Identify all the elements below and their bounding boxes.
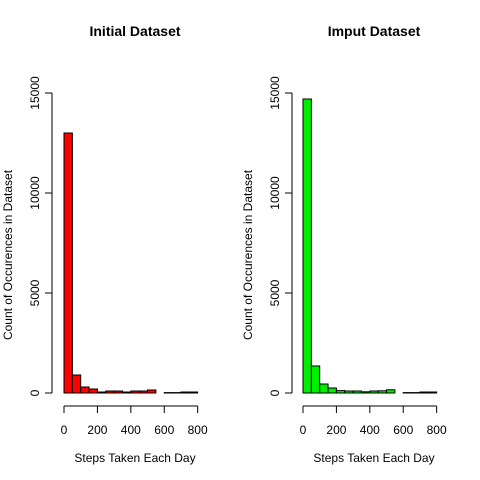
- y-axis-label: Count of Occurences in Dataset: [1, 169, 15, 340]
- histogram-imput-dataset: Imput Dataset Steps Taken Each Day Count…: [241, 23, 447, 465]
- x-axis: 0 200 400 600 800: [300, 405, 447, 437]
- histogram-bar: [96, 391, 107, 394]
- histogram-bar: [386, 389, 396, 394]
- y-tick-label: 5000: [268, 279, 282, 306]
- histogram-bar: [427, 391, 438, 394]
- histogram-bar: [327, 387, 337, 394]
- y-tick-label: 10000: [268, 176, 282, 210]
- x-tick-label: 600: [154, 423, 174, 437]
- y-tick-label: 5000: [28, 279, 42, 306]
- histogram-bar: [344, 390, 354, 394]
- bars: [302, 98, 438, 394]
- histogram-bar: [147, 389, 157, 394]
- histogram-bar: [369, 390, 379, 394]
- x-axis-label: Steps Taken Each Day: [74, 451, 195, 465]
- histogram-bar: [188, 391, 199, 394]
- x-tick-label: 0: [61, 423, 68, 437]
- histogram-bar: [121, 391, 132, 394]
- histogram-bar: [130, 390, 140, 394]
- histogram-bar: [180, 391, 190, 394]
- y-tick-label: 0: [28, 389, 42, 396]
- x-tick-label: 600: [393, 423, 413, 437]
- x-axis: 0 200 400 600 800: [61, 405, 208, 437]
- y-tick-label: 15000: [28, 76, 42, 110]
- histogram-bar: [88, 388, 98, 394]
- histogram-bar: [138, 390, 149, 394]
- y-tick-label: 10000: [28, 176, 42, 210]
- histogram-bar: [113, 390, 123, 394]
- x-tick-label: 800: [427, 423, 447, 437]
- histogram-bar: [80, 386, 90, 394]
- histogram-initial-dataset: Initial Dataset Steps Taken Each Day Cou…: [1, 23, 208, 465]
- x-tick-label: 200: [87, 423, 107, 437]
- histogram-bar: [352, 390, 362, 394]
- x-tick-label: 200: [326, 423, 346, 437]
- x-tick-label: 800: [188, 423, 208, 437]
- histogram-bar: [302, 98, 312, 394]
- histogram-bar: [335, 390, 346, 394]
- y-axis: 0 5000 10000 15000: [28, 76, 53, 396]
- x-tick-label: 400: [121, 423, 141, 437]
- chart-title: Initial Dataset: [89, 23, 180, 39]
- histogram-bar: [105, 390, 115, 394]
- x-axis-label: Steps Taken Each Day: [313, 451, 434, 465]
- histogram-bar: [319, 383, 329, 394]
- histogram-bar: [63, 132, 73, 394]
- histogram-bar: [360, 391, 371, 394]
- x-tick-label: 400: [360, 423, 380, 437]
- y-axis-label: Count of Occurences in Dataset: [241, 169, 255, 340]
- bars: [63, 132, 199, 394]
- y-tick-label: 0: [268, 389, 282, 396]
- histogram-bar: [71, 374, 82, 394]
- y-tick-label: 15000: [268, 76, 282, 110]
- y-axis: 0 5000 10000 15000: [268, 76, 293, 396]
- histogram-bar: [377, 390, 388, 394]
- x-tick-label: 0: [300, 423, 307, 437]
- chart-title: Imput Dataset: [328, 23, 421, 39]
- histogram-bar: [419, 391, 429, 394]
- histogram-bar: [310, 365, 321, 394]
